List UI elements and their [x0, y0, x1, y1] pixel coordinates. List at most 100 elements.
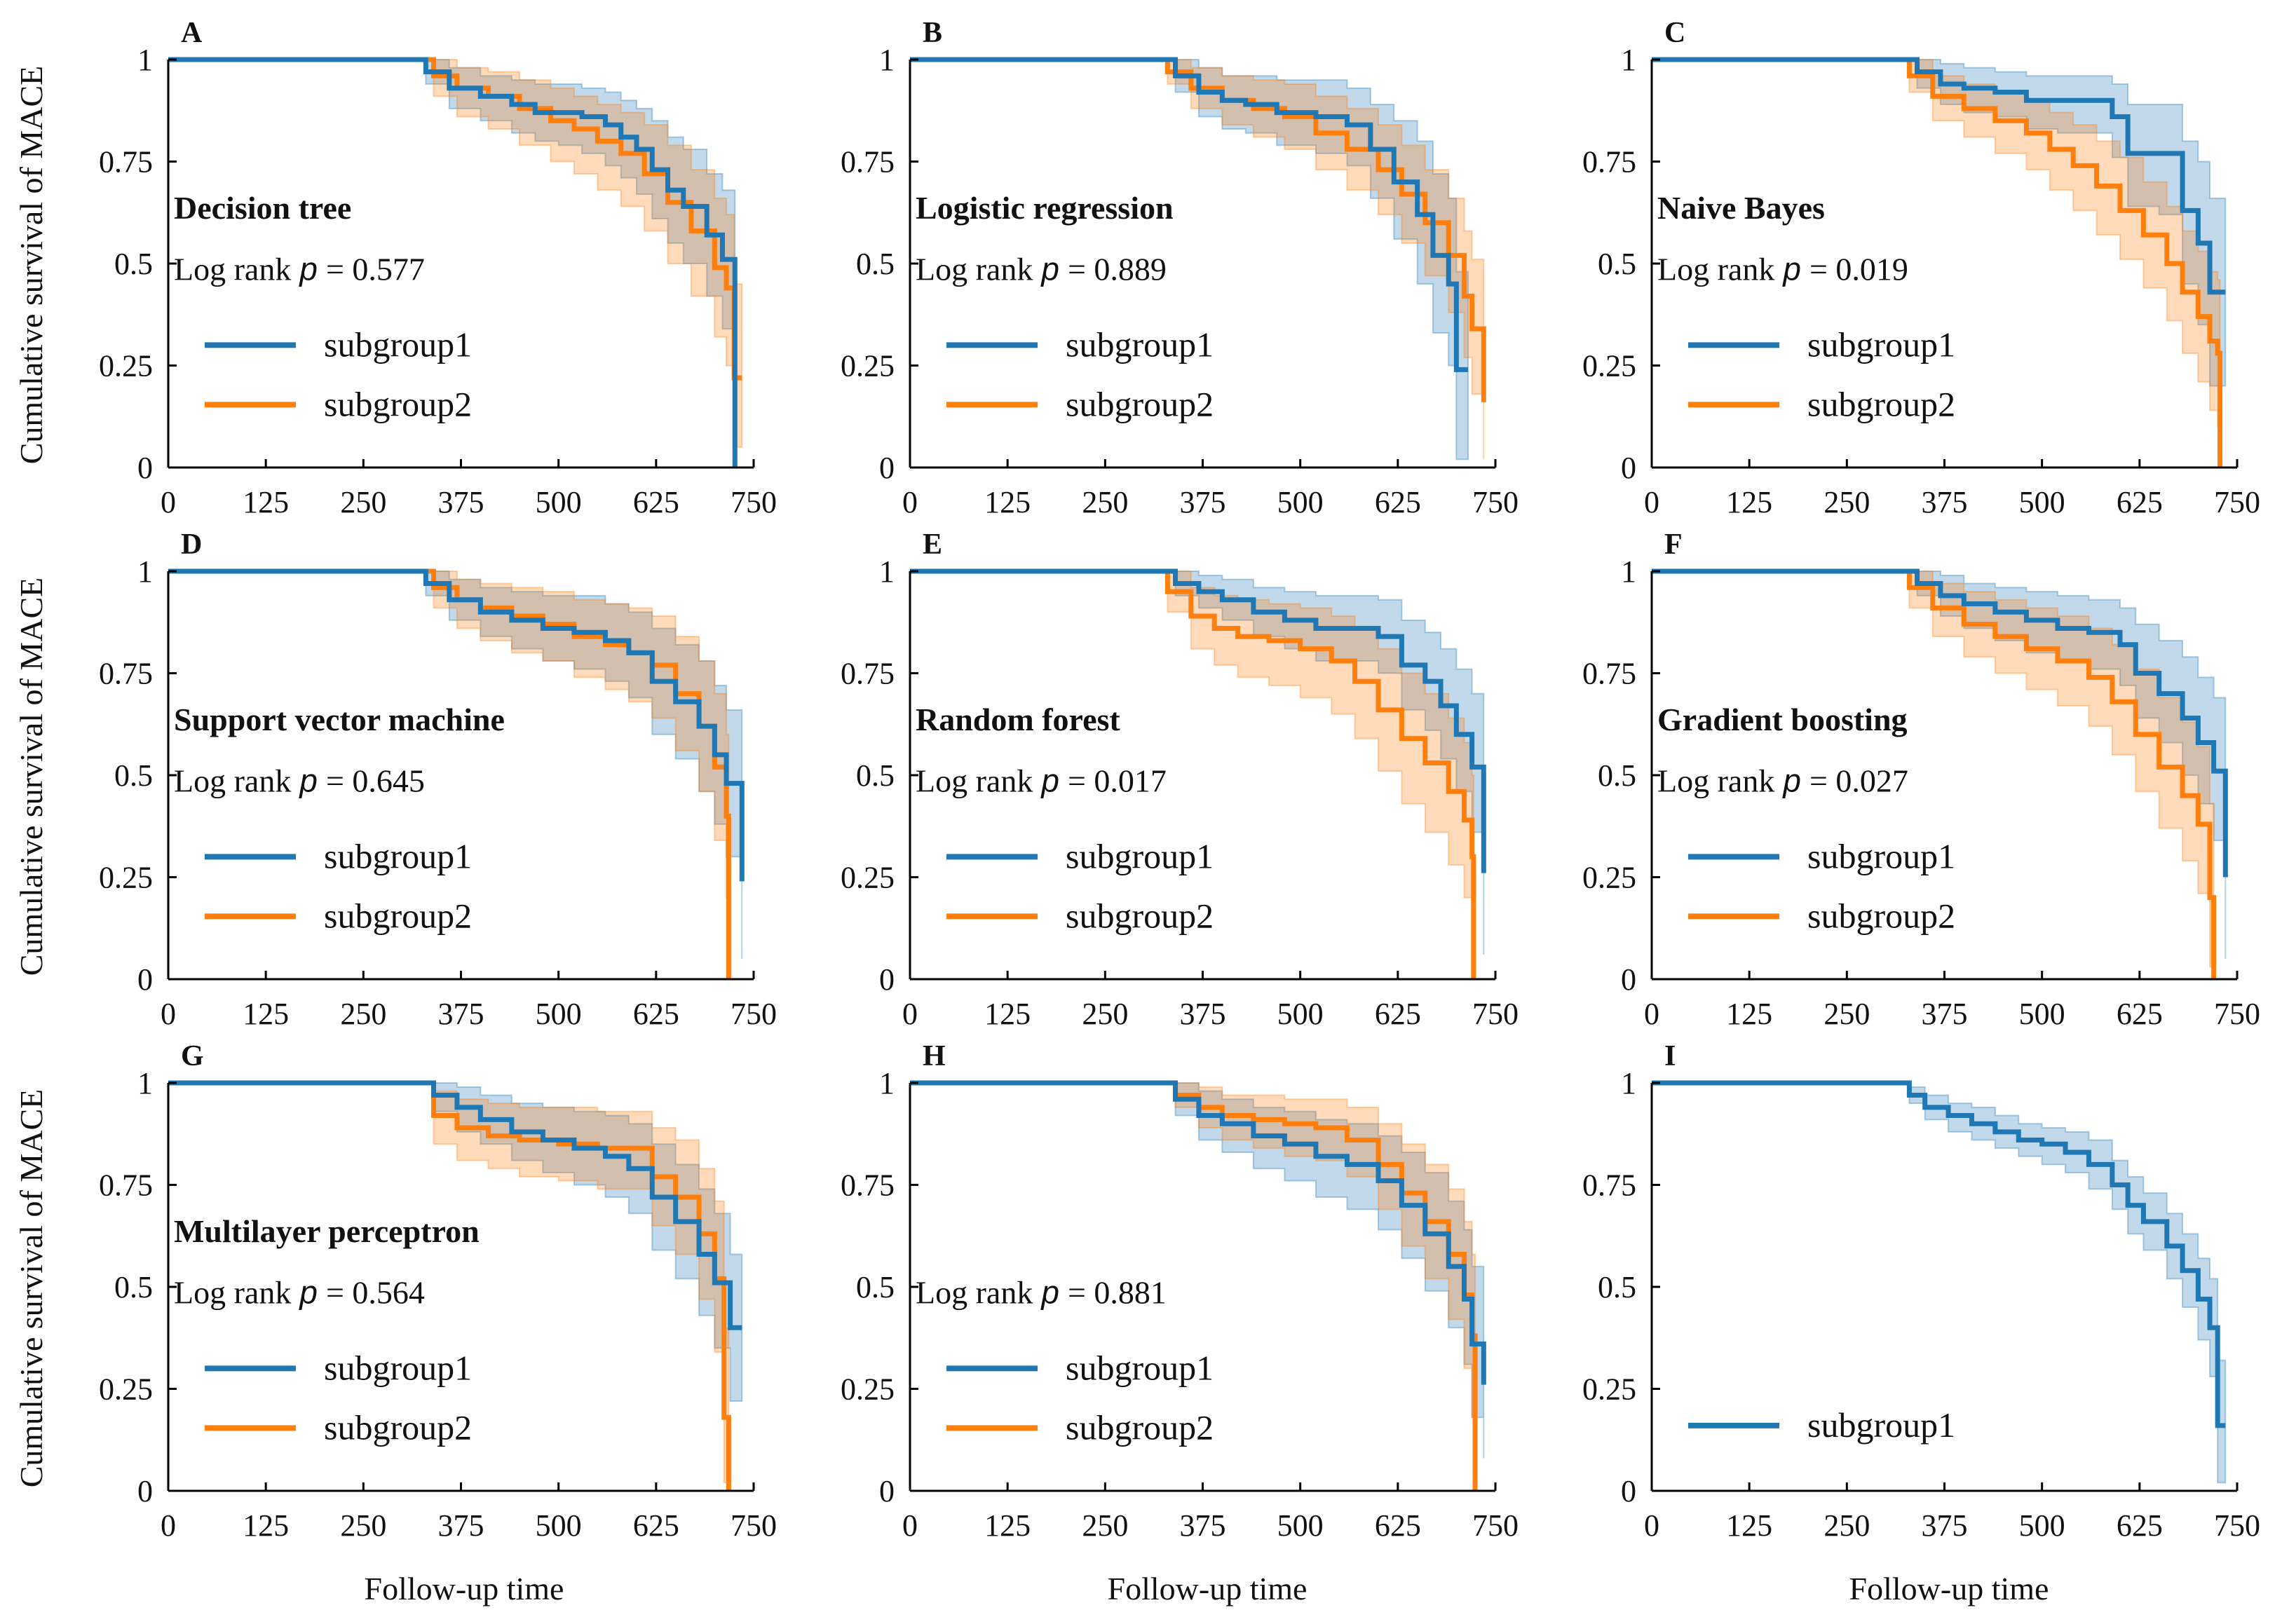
- x-tick-label: 500: [1277, 1508, 1324, 1543]
- legend-label-subgroup2: subgroup2: [1066, 896, 1214, 935]
- y-tick-label: 0.75: [1582, 1168, 1636, 1203]
- y-tick-label: 0.75: [99, 145, 153, 179]
- survival-curve-subgroup1: [1652, 568, 2228, 878]
- x-tick-label: 500: [2019, 997, 2065, 1031]
- panel-a: 0 0.25 0.5 0.75 1 0 125 250 375 500 625 750 A Decisio…: [99, 17, 777, 519]
- y-axis-label-row3: Cumulative survival of MACE: [13, 1089, 49, 1488]
- legend-label-subgroup1: subgroup1: [1066, 325, 1214, 364]
- y-tick-label: 0.75: [1582, 657, 1636, 691]
- model-name: Gradient boosting: [1657, 702, 1908, 737]
- x-tick-label: 375: [1922, 485, 1968, 519]
- survival-curve-subgroup1: [168, 568, 745, 882]
- ci-band-subgroup1: [910, 1082, 1485, 1459]
- y-tick-label: 1: [1621, 43, 1636, 77]
- y-tick-label: 0.25: [99, 1372, 153, 1407]
- y-tick-label: 0.5: [856, 758, 895, 793]
- x-tick-label: 625: [2117, 485, 2163, 519]
- legend-label-subgroup2: subgroup2: [1807, 896, 1955, 935]
- x-tick-label: 250: [1823, 485, 1870, 519]
- model-name: Random forest: [916, 702, 1120, 737]
- panel-letter: I: [1664, 1040, 1676, 1072]
- survival-curve-subgroup1: [1652, 1080, 2226, 1428]
- x-tick-label: 750: [2214, 997, 2260, 1031]
- panel-b: 0 0.25 0.5 0.75 1 0 125 250 375 500 625 750 B Logisti…: [841, 17, 1519, 519]
- survival-curve-subgroup1: [168, 57, 738, 468]
- x-tick-label: 750: [1472, 997, 1519, 1031]
- x-tick-label: 625: [633, 485, 679, 519]
- model-name: Support vector machine: [174, 702, 505, 737]
- model-name: Naive Bayes: [1657, 190, 1825, 226]
- legend-label-subgroup2: subgroup2: [324, 384, 472, 423]
- x-tick-label: 125: [243, 1508, 289, 1543]
- y-tick-label: 0: [1621, 1474, 1636, 1508]
- logrank-prefix: Log rank: [174, 251, 291, 287]
- x-tick-label: 750: [731, 485, 777, 519]
- logrank-p-symbol: p: [1040, 250, 1059, 287]
- ci-band-subgroup1: [1652, 1082, 2227, 1484]
- x-tick-label: 125: [984, 485, 1031, 519]
- x-tick-label: 375: [1180, 1508, 1226, 1543]
- x-tick-label: 500: [536, 1508, 582, 1543]
- panel-letter: A: [181, 17, 203, 49]
- legend-label-subgroup1: subgroup1: [1066, 1348, 1214, 1387]
- legend-label-subgroup1: subgroup1: [1807, 1405, 1955, 1445]
- logrank-p-symbol: p: [1040, 1274, 1059, 1310]
- legend-label-subgroup2: subgroup2: [324, 896, 472, 935]
- logrank-p-symbol: p: [298, 762, 318, 798]
- panel-d: 0 0.25 0.5 0.75 1 0 125 250 375 500 625 750 D Support…: [99, 528, 777, 1031]
- legend-label-subgroup1: subgroup1: [1807, 836, 1955, 875]
- ci-band-subgroup2: [168, 59, 743, 448]
- y-tick-label: 1: [879, 1066, 895, 1100]
- x-tick-label: 125: [243, 485, 289, 519]
- ci-band-subgroup1: [1652, 571, 2227, 959]
- x-tick-label: 250: [340, 485, 386, 519]
- x-tick-label: 125: [984, 1508, 1031, 1543]
- y-tick-label: 0.5: [114, 758, 153, 793]
- x-tick-label: 750: [2214, 485, 2260, 519]
- panel-e: 0 0.25 0.5 0.75 1 0 125 250 375 500 625 750 E Random …: [841, 528, 1519, 1031]
- y-tick-label: 0.75: [1582, 145, 1636, 179]
- logrank-prefix: Log rank: [916, 763, 1033, 798]
- x-tick-label: 625: [2117, 1508, 2163, 1543]
- x-tick-label: 375: [438, 997, 484, 1031]
- y-tick-label: 0.25: [99, 861, 153, 895]
- model-name: Multilayer perceptron: [174, 1213, 480, 1249]
- survival-curve-subgroup1: [910, 1080, 1486, 1385]
- logrank-prefix: Log rank: [1657, 763, 1774, 798]
- logrank-text: Log rank p = 0.027: [1657, 762, 1908, 798]
- x-tick-label: 125: [243, 997, 289, 1031]
- logrank-prefix: Log rank: [174, 1274, 291, 1310]
- y-tick-label: 0.25: [841, 349, 895, 383]
- x-tick-label: 750: [2214, 1508, 2260, 1543]
- y-tick-label: 0.5: [114, 1270, 153, 1304]
- x-tick-label: 125: [1726, 1508, 1772, 1543]
- x-tick-label: 625: [1375, 1508, 1421, 1543]
- x-tick-label: 500: [2019, 485, 2065, 519]
- x-tick-label: 375: [1180, 997, 1226, 1031]
- legend-label-subgroup1: subgroup1: [1066, 836, 1214, 875]
- logrank-prefix: Log rank: [174, 763, 291, 798]
- logrank-p-value: = 0.645: [326, 763, 425, 798]
- x-tick-label: 375: [438, 485, 484, 519]
- logrank-text: Log rank p = 0.564: [174, 1274, 425, 1310]
- y-tick-label: 0.25: [841, 1372, 895, 1407]
- y-tick-label: 1: [879, 43, 895, 77]
- panel-i: 0 0.25 0.5 0.75 1 0 125 250 375 500 625 750 Isubgrou…: [1582, 1040, 2260, 1543]
- logrank-p-symbol: p: [1781, 250, 1801, 287]
- logrank-text: Log rank p = 0.017: [916, 762, 1167, 798]
- model-name: Decision tree: [174, 190, 351, 226]
- x-tick-label: 0: [902, 1508, 918, 1543]
- survival-curve-subgroup1: [910, 57, 1469, 372]
- x-tick-label: 250: [1082, 1508, 1128, 1543]
- y-tick-label: 0: [879, 962, 895, 997]
- survival-curve-subgroup1: [910, 568, 1486, 873]
- ci-band-subgroup1: [168, 1082, 743, 1402]
- y-tick-label: 1: [1621, 1066, 1636, 1100]
- logrank-p-symbol: p: [298, 1274, 318, 1310]
- x-tick-label: 500: [1277, 485, 1324, 519]
- y-tick-label: 0.25: [841, 861, 895, 895]
- x-tick-label: 0: [1644, 997, 1659, 1031]
- logrank-p-symbol: p: [1781, 762, 1801, 798]
- y-tick-label: 0.5: [856, 247, 895, 281]
